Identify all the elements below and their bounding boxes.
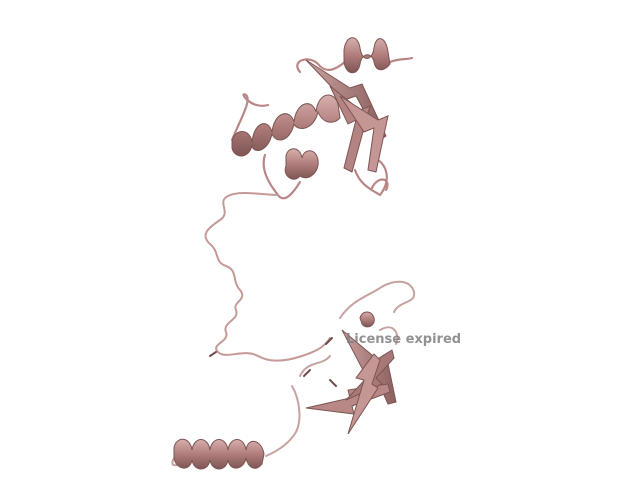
lower-small-helix xyxy=(359,311,375,328)
upper-domain xyxy=(230,56,414,200)
helix-bottom xyxy=(173,438,265,470)
upper-sheets xyxy=(305,59,389,173)
lower-sheet-4 xyxy=(347,353,381,435)
side-chains xyxy=(209,337,337,387)
lower-loop-4 xyxy=(265,385,301,457)
helix-long xyxy=(231,94,341,157)
upper-loop-1 xyxy=(296,58,347,74)
helix-top xyxy=(343,37,391,74)
lower-sheets xyxy=(305,311,397,435)
license-watermark: License expired xyxy=(346,332,462,347)
sheet-3 xyxy=(339,95,389,173)
linker-loop xyxy=(204,192,331,362)
lower-loop-2 xyxy=(379,326,399,345)
upper-loop-2 xyxy=(388,56,414,64)
upper-helices xyxy=(231,37,391,180)
upper-loop-3 xyxy=(230,93,270,142)
upper-loop-5 xyxy=(353,158,388,197)
lower-loop-1 xyxy=(339,280,416,319)
upper-loop-6 xyxy=(370,178,389,192)
helix-small xyxy=(284,148,319,180)
lower-loop-3 xyxy=(299,355,331,377)
